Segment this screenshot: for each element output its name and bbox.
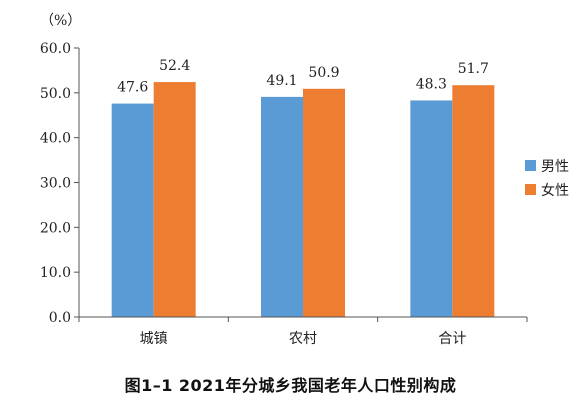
x-tick-label: 农村 [289, 331, 317, 347]
bar-女性-合计 [452, 85, 495, 317]
legend-label: 女性 [541, 182, 569, 199]
y-tick-label: 50.0 [40, 86, 71, 102]
data-label: 52.4 [159, 58, 190, 74]
data-label: 51.7 [458, 61, 489, 77]
bar-女性-农村 [303, 88, 345, 317]
legend-label: 男性 [541, 159, 569, 175]
y-axis-unit-label: （%） [40, 13, 81, 29]
legend-swatch [525, 184, 536, 195]
bar-女性-城镇 [153, 82, 196, 317]
figure-caption: 图1–1 2021年分城乡我国老年人口性别构成 [124, 376, 457, 395]
legend-swatch [525, 160, 536, 171]
data-label: 47.6 [117, 80, 148, 96]
y-tick-label: 30.0 [40, 176, 71, 192]
x-tick-label: 合计 [438, 331, 466, 347]
data-label: 50.9 [308, 65, 339, 81]
bar-男性-农村 [261, 96, 303, 317]
bar-男性-城镇 [111, 103, 154, 318]
plot-area: 47.6 52.4 49.1 50.9 48.3 51.7 [111, 58, 495, 318]
y-tick-label: 10.0 [40, 265, 71, 281]
y-tick-label: 0.0 [49, 310, 71, 326]
x-tick-label: 城镇 [140, 331, 168, 347]
bar-chart: （%） 0.0 10.0 20.0 30.0 40.0 50.0 60.0 47.6 52.4… [40, 13, 569, 347]
data-label: 49.1 [266, 73, 297, 89]
data-label: 48.3 [416, 76, 447, 92]
x-axis: 城镇 农村 合计 [78, 316, 528, 347]
y-tick-label: 40.0 [40, 131, 71, 147]
y-tick-label: 60.0 [40, 41, 71, 57]
y-axis: 0.0 10.0 20.0 30.0 40.0 50.0 60.0 [40, 41, 80, 326]
y-tick-label: 20.0 [40, 220, 71, 236]
bar-男性-合计 [410, 100, 453, 317]
